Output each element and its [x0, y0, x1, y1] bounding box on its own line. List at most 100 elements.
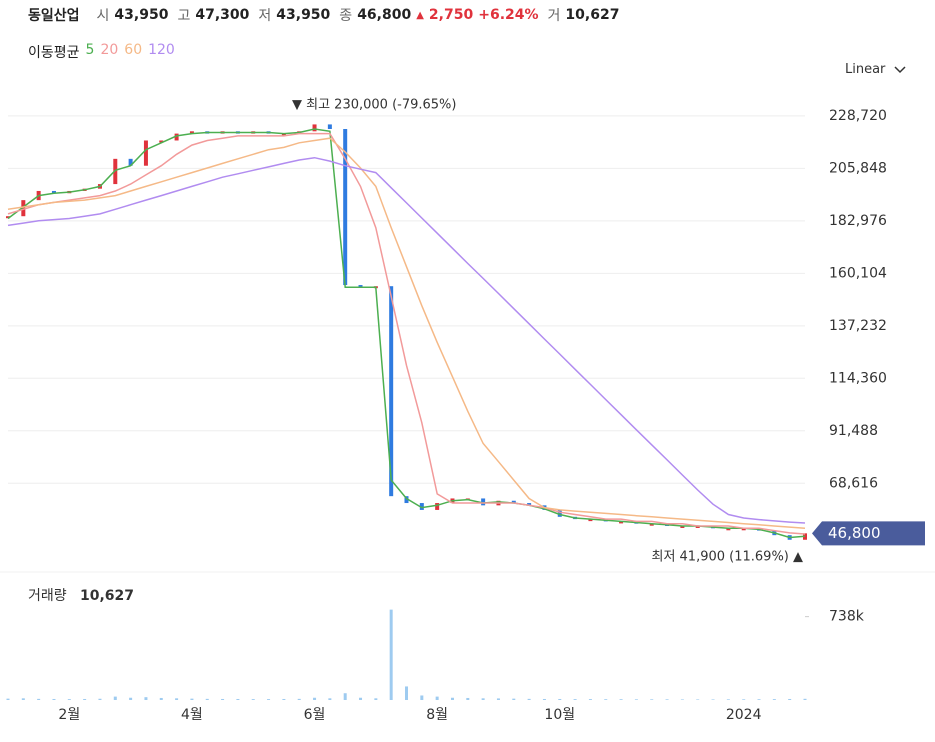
volume-latest: 10,627 — [80, 588, 134, 604]
candle — [251, 131, 256, 134]
candle — [557, 509, 562, 517]
volume-bar — [52, 698, 56, 700]
quote-value: 10,627 — [565, 7, 620, 23]
volume-bar — [435, 696, 439, 700]
volume-bar — [711, 699, 715, 700]
volume-bar — [159, 697, 163, 700]
y-tick-label: 738k — [829, 609, 865, 625]
x-tick-label: 2월 — [58, 707, 80, 723]
candle — [312, 124, 317, 132]
header: 동일산업 시 43,950 고 47,300 저 43,950 종 46,800 ▲ 2,750 +… — [28, 5, 619, 25]
x-tick-label: 6월 — [304, 707, 326, 723]
candle — [174, 133, 179, 141]
volume-bar — [757, 699, 761, 700]
candle — [665, 523, 670, 526]
candle — [435, 503, 440, 510]
high-annotation: ▼ 최고 230,000 (-79.65%) — [292, 98, 456, 113]
volume-bar — [803, 698, 807, 700]
ma-line — [7, 128, 806, 539]
x-tick-label: 2024 — [726, 707, 762, 723]
volume-bar — [558, 698, 562, 700]
volume-title: 거래량 — [28, 588, 67, 604]
volume-bar — [512, 698, 516, 700]
volume-bar — [619, 699, 623, 700]
candle — [603, 519, 608, 522]
candle — [726, 528, 731, 531]
volume-bar — [129, 697, 133, 700]
candle — [465, 498, 470, 501]
quote-label: 고 — [177, 8, 191, 24]
volume-bar — [726, 699, 730, 700]
y-tick-label: 160,104 — [829, 265, 887, 281]
legend-entry: 20 — [100, 42, 119, 58]
y-tick-label: 114,360 — [829, 370, 887, 386]
candle — [772, 530, 777, 536]
quote-label: 저 — [258, 8, 272, 24]
volume-bar — [113, 696, 117, 700]
legend-entry: 60 — [124, 42, 143, 58]
candle — [588, 519, 593, 522]
candle — [343, 129, 348, 286]
ma-line — [7, 137, 806, 530]
candle — [235, 131, 240, 134]
volume-bar — [696, 699, 700, 700]
candle — [481, 498, 486, 506]
candle — [695, 525, 700, 528]
candle — [573, 516, 578, 520]
volume-bar — [175, 698, 179, 700]
candle — [327, 124, 332, 130]
volume-bar — [251, 699, 255, 700]
candle — [649, 523, 654, 526]
change-pct: +6.24% — [478, 7, 539, 23]
legend-entry: 5 — [85, 42, 95, 58]
volume-bar — [313, 697, 317, 700]
candle — [220, 131, 225, 134]
candle — [67, 190, 72, 194]
candle — [496, 500, 501, 506]
candle — [97, 184, 102, 189]
volume-bar — [542, 698, 546, 700]
quote-value: 47,300 — [195, 7, 250, 23]
candle — [358, 285, 363, 288]
change: 2,750 — [428, 7, 474, 23]
candle — [82, 188, 87, 191]
quote-value: 46,800 — [357, 7, 412, 23]
volume-bar — [389, 609, 393, 700]
volume-bar — [680, 699, 684, 700]
volume-bar — [420, 695, 424, 700]
volume-bar — [665, 699, 669, 700]
y-tick-label: 137,232 — [829, 318, 887, 334]
scale-selector[interactable]: Linear — [845, 62, 906, 77]
volume-bar — [190, 698, 194, 700]
volume-bar — [588, 699, 592, 700]
volume-bar — [496, 698, 500, 700]
candle — [803, 533, 807, 540]
candle — [6, 216, 10, 219]
chevron — [894, 65, 906, 73]
candle — [36, 190, 41, 201]
candle — [159, 140, 164, 143]
quote-label: 거 — [547, 8, 561, 24]
y-tick-label: 228,720 — [829, 108, 887, 124]
volume-bar — [466, 697, 470, 700]
candle — [711, 525, 716, 529]
candle — [281, 133, 286, 136]
volume-bar — [221, 698, 225, 700]
candle — [619, 521, 624, 524]
candle — [205, 131, 210, 134]
scale-mode[interactable]: Linear — [845, 62, 886, 77]
candle — [51, 190, 56, 194]
x-tick-label: 8월 — [426, 707, 448, 723]
legend-entry: 120 — [148, 42, 175, 58]
volume-bar — [604, 699, 608, 700]
y-tick-label: 68,616 — [829, 475, 878, 491]
volume-bar — [359, 697, 363, 700]
volume-bar — [21, 698, 25, 700]
legend-title: 이동평균 — [28, 45, 80, 61]
x-tick-label: 10월 — [544, 707, 575, 723]
ma-line — [7, 156, 806, 524]
volume-bar — [6, 698, 10, 700]
volume-bar — [450, 697, 454, 700]
